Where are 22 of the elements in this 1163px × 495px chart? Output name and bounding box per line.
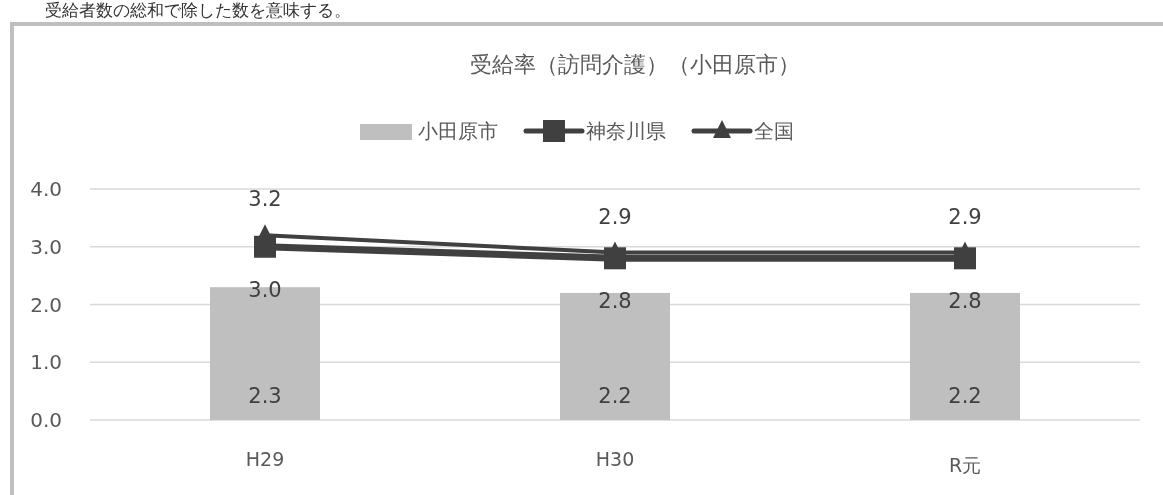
data-label: 2.3: [248, 384, 282, 408]
chart-title: 受給率（訪問介護）（小田原市）: [470, 52, 800, 77]
data-label: 3.2: [248, 187, 282, 212]
legend-label: 神奈川県: [586, 119, 666, 143]
x-tick-label: H30: [595, 448, 635, 470]
data-label: 2.2: [948, 384, 982, 408]
data-label: 3.0: [248, 277, 282, 302]
y-tick-label: 4.0: [30, 177, 62, 201]
y-tick-label: 2.0: [30, 292, 62, 317]
x-tick-label: H29: [245, 448, 285, 470]
x-tick-label: R元: [948, 454, 982, 476]
data-label: 2.9: [598, 204, 632, 229]
data-label: 2.2: [598, 384, 632, 408]
data-label: 2.8: [598, 289, 632, 314]
text: 受給者数の総和で除した数を意味する。: [45, 0, 351, 20]
y-tick-label: 1.0: [30, 350, 62, 375]
data-label: 2.9: [948, 204, 982, 229]
legend-label: 全国: [754, 119, 794, 143]
legend-label: 小田原市: [418, 119, 498, 143]
y-tick-label: 3.0: [30, 234, 62, 259]
y-tick-label: 0.0: [30, 408, 62, 432]
data-label: 2.8: [948, 289, 982, 314]
